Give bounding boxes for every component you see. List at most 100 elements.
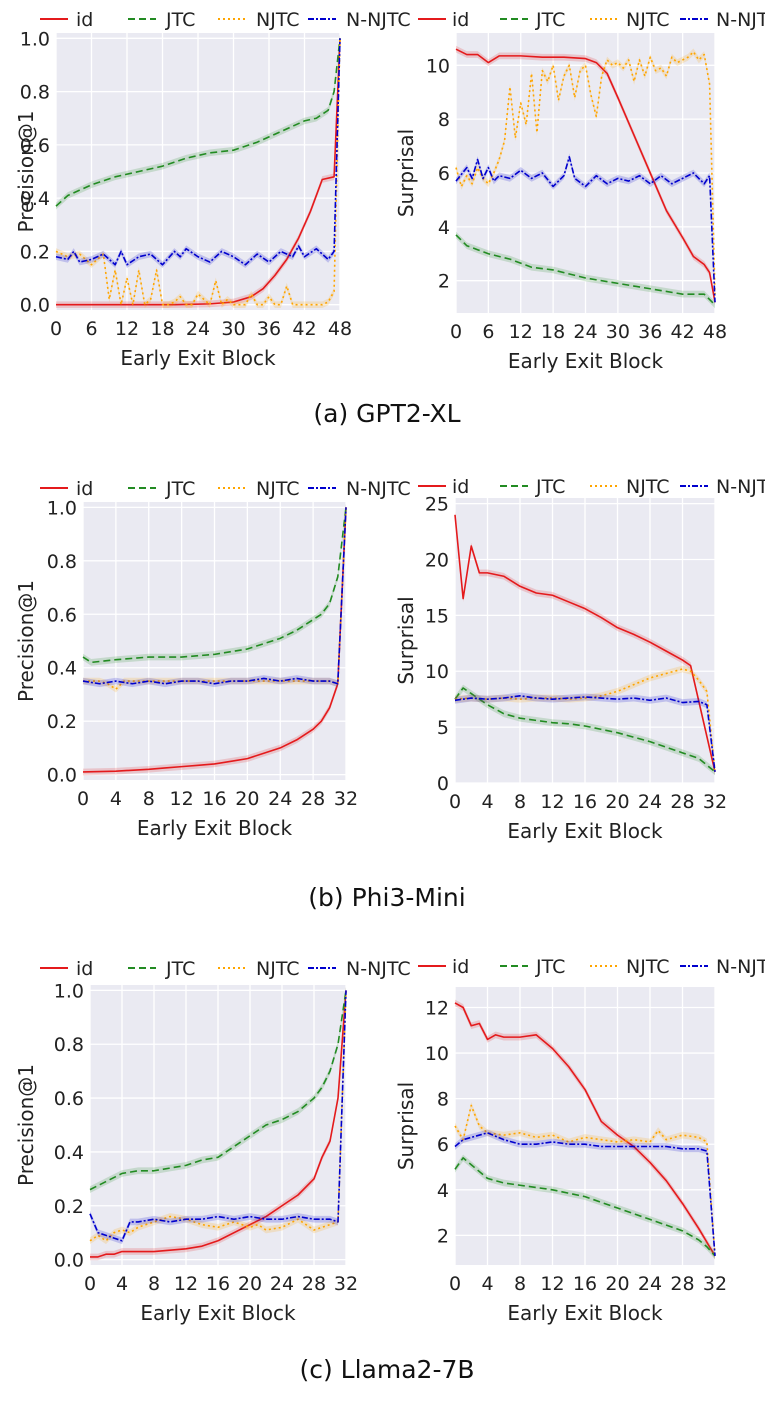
legend-label-n-njtc: N-NJTC	[346, 9, 411, 31]
x-tick-label: 48	[328, 318, 352, 340]
y-tick-label: 4	[438, 217, 450, 239]
x-tick-label: 32	[703, 1273, 727, 1295]
y-tick-label: 0.8	[47, 551, 77, 573]
x-tick-label: 28	[670, 791, 694, 813]
y-tick-label: 0.0	[20, 295, 50, 317]
y-tick-label: 0.8	[20, 82, 50, 104]
series-line-id	[454, 514, 716, 773]
x-tick-label: 0	[84, 1273, 96, 1295]
x-tick-label: 12	[174, 1273, 198, 1295]
x-tick-label: 20	[605, 1273, 629, 1295]
x-tick-label: 0	[450, 321, 462, 343]
legend-label-id: id	[76, 9, 93, 31]
y-tick-label: 6	[438, 163, 450, 185]
x-axis-label: Early Exit Block	[137, 816, 293, 840]
x-tick-label: 4	[116, 1273, 128, 1295]
series-line-id	[90, 990, 347, 1258]
x-tick-label: 30	[221, 318, 245, 340]
y-tick-label: 2	[437, 1225, 449, 1247]
x-tick-label: 4	[481, 791, 493, 813]
legend: id JTC NJTC N-NJTC	[40, 9, 411, 31]
y-tick-label: 0.0	[54, 1250, 84, 1272]
x-tick-label: 0	[449, 791, 461, 813]
x-tick-label: 30	[606, 321, 630, 343]
series-line-njtc	[454, 1104, 716, 1256]
x-tick-label: 48	[703, 321, 727, 343]
series-line-jtc	[454, 687, 716, 773]
x-tick-label: 24	[573, 321, 597, 343]
band-n-njtc	[455, 692, 715, 776]
series-line-id	[56, 38, 341, 306]
y-tick-label: 0.2	[54, 1196, 84, 1218]
y-tick-label: 0.6	[54, 1088, 84, 1110]
y-axis-label: Precision@1	[14, 580, 38, 702]
series-line-njtc	[55, 38, 341, 306]
x-tick-label: 20	[235, 788, 259, 810]
x-tick-label: 0	[77, 788, 89, 810]
series-line-n-njtc	[82, 507, 347, 685]
series-line-id	[455, 48, 716, 303]
x-tick-label: 42	[292, 318, 316, 340]
series-line-n-njtc	[454, 1132, 716, 1256]
x-tick-label: 32	[703, 791, 727, 813]
chart-panel-5: 0 4 8 12 16 20 24 28 32 0.0 0.2 0.4 0.6 0.8 1.0 Early E…	[14, 958, 411, 1325]
y-tick-label: 8	[437, 1089, 449, 1111]
legend-label-jtc: JTC	[535, 9, 565, 31]
x-tick-label: 18	[150, 318, 174, 340]
series-line-njtc	[455, 51, 716, 295]
x-tick-label: 0	[50, 318, 62, 340]
legend: id JTC NJTC N-NJTC	[418, 9, 765, 31]
x-tick-label: 16	[573, 1273, 597, 1295]
x-tick-label: 24	[186, 318, 210, 340]
legend-label-id: id	[452, 956, 469, 978]
series-line-njtc	[454, 668, 716, 772]
y-tick-label: 1.0	[54, 980, 84, 1002]
legend-label-id: id	[452, 476, 469, 498]
y-axis-label: Precision@1	[14, 111, 38, 233]
y-tick-label: 0.4	[47, 658, 77, 680]
x-tick-label: 32	[334, 1273, 358, 1295]
x-tick-label: 18	[541, 321, 565, 343]
x-tick-label: 32	[334, 788, 358, 810]
legend: id JTC NJTC N-NJTC	[40, 958, 411, 980]
x-tick-label: 12	[115, 318, 139, 340]
y-tick-label: 5	[437, 717, 449, 739]
y-tick-label: 15	[425, 605, 449, 627]
y-tick-label: 20	[425, 549, 449, 571]
series-line-n-njtc	[454, 695, 716, 772]
y-axis-label: Surprisal	[394, 1082, 418, 1170]
legend-label-njtc: NJTC	[256, 958, 300, 980]
x-tick-label: 16	[573, 791, 597, 813]
x-tick-label: 12	[540, 1273, 564, 1295]
series-line-id	[454, 1002, 716, 1257]
x-axis-label: Early Exit Block	[120, 346, 276, 370]
x-tick-label: 28	[670, 1273, 694, 1295]
y-tick-label: 10	[425, 1043, 449, 1065]
legend-label-id: id	[452, 9, 469, 31]
y-tick-label: 6	[437, 1134, 449, 1156]
x-axis-label: Early Exit Block	[508, 349, 664, 373]
x-tick-label: 4	[481, 1273, 493, 1295]
y-axis-label: Surprisal	[394, 129, 418, 217]
legend-label-njtc: NJTC	[626, 9, 670, 31]
legend-label-id: id	[76, 478, 93, 500]
series-line-n-njtc	[55, 38, 341, 266]
caption-llama2-7b: (c) Llama2-7B	[299, 1355, 474, 1384]
x-tick-label: 12	[170, 788, 194, 810]
legend-label-n-njtc: N-NJTC	[716, 476, 765, 498]
y-tick-label: 1.0	[20, 28, 50, 50]
y-tick-label: 4	[437, 1180, 449, 1202]
y-tick-label: 0.2	[20, 241, 50, 263]
x-tick-label: 24	[638, 791, 662, 813]
y-tick-label: 8	[438, 109, 450, 131]
y-tick-label: 0	[437, 773, 449, 795]
legend-label-jtc: JTC	[165, 478, 195, 500]
series-line-njtc	[89, 990, 347, 1242]
x-tick-label: 4	[110, 788, 122, 810]
y-tick-label: 2	[438, 271, 450, 293]
x-axis-label: Early Exit Block	[507, 819, 663, 843]
y-tick-label: 0.6	[20, 135, 50, 157]
band-n-njtc	[456, 153, 715, 306]
y-tick-label: 0.4	[20, 188, 50, 210]
